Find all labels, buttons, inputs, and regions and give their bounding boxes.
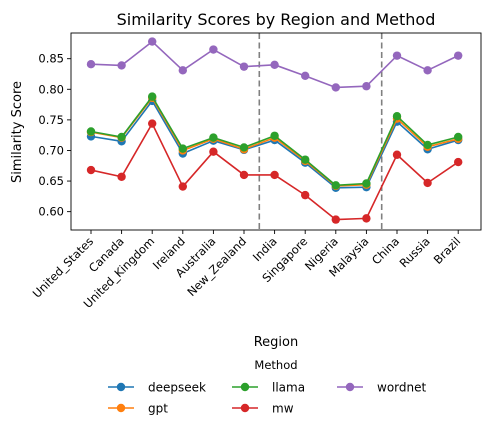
legend-marker-llama [240,382,250,392]
point-mw-Nigeria [331,215,340,224]
point-mw-India [270,170,279,180]
point-wordnet-Nigeria [331,83,340,92]
point-wordnet-Russia [423,66,432,75]
y-tick-label: 0.80 [38,82,64,96]
point-mw-Singapore [301,190,310,200]
legend-marker-wordnet [345,382,355,392]
x-tick-label: United_States [30,234,96,300]
point-wordnet-Singapore [301,71,310,81]
point-llama-India [270,131,279,140]
point-llama-Ireland [178,144,187,153]
y-tick-label: 0.60 [38,205,64,219]
legend-label-deepseek: deepseek [148,381,206,395]
y-tick-label: 0.70 [38,143,64,157]
point-mw-Australia [209,147,218,156]
chart-title: Similarity Scores by Region and Method [117,10,436,29]
point-llama-Canada [117,132,126,142]
point-wordnet-China [392,51,402,60]
point-wordnet-Brazil [454,51,463,60]
plot-area: 0.600.650.700.750.800.85United_StatesCan… [30,32,482,311]
y-tick-label: 0.65 [38,174,64,188]
point-llama-China [392,112,402,121]
point-wordnet-India [270,60,279,70]
point-mw-Canada [117,172,126,181]
point-wordnet-Australia [209,45,218,54]
point-mw-Brazil [454,157,463,167]
point-wordnet-United_Kingdom [148,37,157,46]
x-tick-label: Russia [397,234,433,270]
point-llama-United_States [86,127,96,136]
legend-label-wordnet: wordnet [377,381,426,395]
point-llama-United_Kingdom [148,92,157,101]
point-mw-United_Kingdom [148,119,157,128]
point-mw-United_States [86,165,96,175]
legend-label-mw: mw [272,402,294,416]
point-mw-Russia [423,178,432,188]
point-wordnet-Malaysia [362,82,371,91]
legend-marker-mw [240,403,250,413]
x-axis-label: Region [254,335,299,350]
point-llama-Australia [209,133,218,142]
point-wordnet-Canada [117,61,126,70]
plot-frame [70,32,482,231]
point-llama-Singapore [301,155,310,164]
point-mw-New_Zealand [239,170,249,180]
point-wordnet-New_Zealand [239,62,249,71]
point-llama-Nigeria [331,181,340,190]
y-tick-label: 0.85 [38,52,64,66]
y-tick-label: 0.75 [38,113,64,127]
point-llama-Brazil [454,132,463,142]
point-llama-New_Zealand [239,143,249,152]
legend: deepseek gpt llama mw wordnet [108,381,426,416]
point-llama-Russia [423,140,432,150]
point-wordnet-Ireland [178,66,187,75]
x-tick-label: China [369,234,402,267]
point-mw-Malaysia [362,214,371,223]
legend-label-gpt: gpt [148,402,168,416]
y-axis-label: Similarity Score [10,81,25,183]
legend-title: Method [254,358,297,372]
point-mw-Ireland [178,182,187,191]
x-tick-label: Brazil [431,234,464,267]
legend-label-llama: llama [272,381,305,395]
point-llama-Malaysia [362,179,371,188]
point-mw-China [392,150,402,159]
legend-marker-gpt [116,403,126,413]
point-wordnet-United_States [86,59,96,69]
legend-marker-deepseek [116,382,126,392]
